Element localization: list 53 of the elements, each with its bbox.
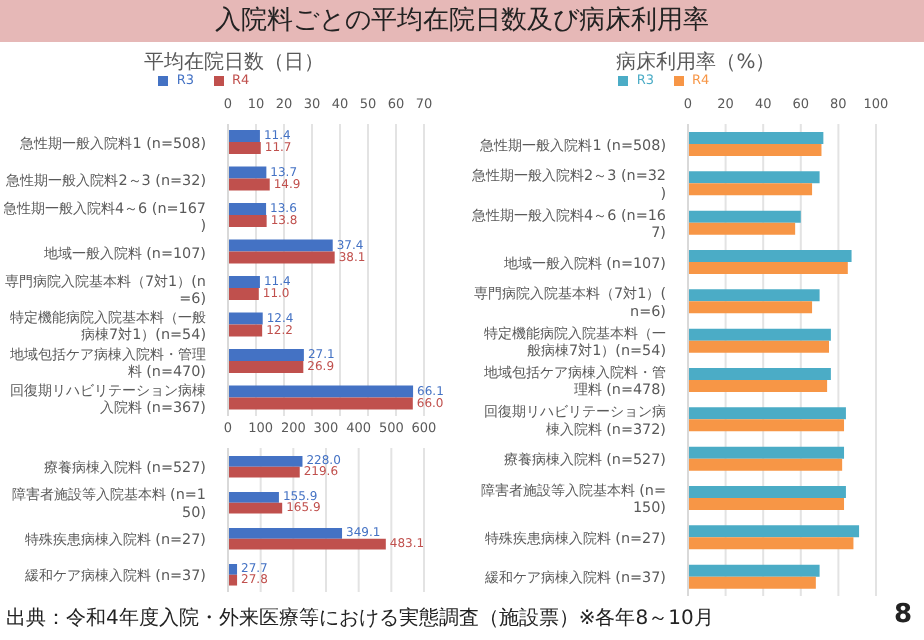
bar — [228, 456, 303, 467]
bar — [228, 239, 333, 252]
bar — [688, 564, 820, 577]
bar — [688, 144, 822, 156]
bar — [228, 215, 267, 227]
bar — [688, 328, 831, 341]
bar — [688, 183, 813, 196]
bar — [228, 349, 304, 361]
bar — [688, 446, 845, 459]
bar — [228, 142, 261, 154]
bar — [228, 276, 260, 288]
chart-subtitle: 平均在院日数（日） — [142, 49, 326, 74]
bar — [228, 502, 283, 514]
bar — [688, 458, 843, 471]
chart-title: 入院料ごとの平均在院日数及び病床利用率 — [0, 0, 924, 42]
bar — [688, 537, 854, 550]
bar — [228, 178, 270, 191]
bar — [688, 262, 848, 274]
bar — [228, 528, 343, 539]
bar — [228, 492, 279, 503]
bar — [688, 486, 846, 498]
bar — [228, 574, 238, 586]
bar — [688, 132, 824, 144]
bar — [228, 466, 300, 478]
bar — [228, 324, 263, 337]
bar — [228, 166, 267, 179]
chart-title: 病床利用率（%） — [614, 49, 778, 74]
bar — [688, 498, 845, 510]
bar — [228, 397, 413, 410]
bar — [688, 380, 828, 392]
bar — [228, 130, 260, 142]
bar — [228, 203, 267, 215]
bar — [688, 289, 820, 302]
bar — [228, 312, 263, 325]
bar — [688, 368, 831, 380]
text: 8 — [893, 600, 912, 630]
bar — [228, 251, 335, 264]
bar — [228, 288, 259, 300]
bar — [688, 525, 860, 538]
source-note: 出典：令和4年度入院・外来医療等における実態調査（施設票）※各年8～10月 — [6, 605, 714, 632]
bar — [688, 301, 813, 314]
bar — [228, 385, 414, 398]
bar — [688, 419, 845, 432]
bar — [688, 250, 852, 262]
bar — [228, 361, 304, 373]
bar — [688, 171, 820, 184]
bar — [228, 538, 386, 550]
bar — [688, 407, 846, 420]
bar — [688, 210, 801, 223]
bar — [688, 576, 816, 589]
bar — [688, 340, 829, 353]
bar — [228, 564, 238, 575]
bar — [688, 222, 796, 235]
